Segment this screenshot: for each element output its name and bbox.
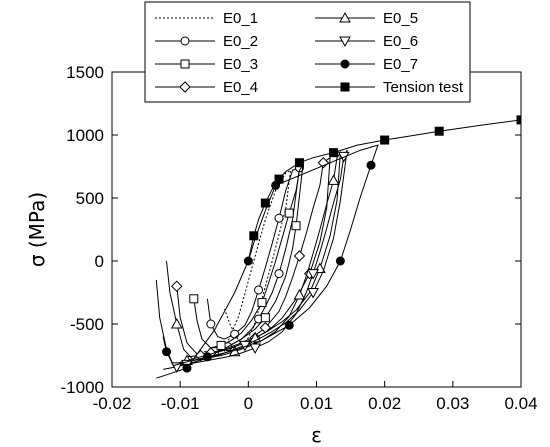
data-point [380,135,390,145]
series-e0-1 [224,169,292,352]
legend-item: E0_4 [155,79,258,96]
legend-item: E0_1 [155,10,258,27]
x-axis-label: ε [311,423,322,447]
legend-box [144,1,471,103]
data-point [189,294,199,304]
data-point [230,329,240,339]
legend-marker [339,36,351,48]
y-tick-label: 500 [76,189,104,208]
data-point [291,221,301,231]
x-tick-label: 0.02 [368,394,401,413]
data-point [216,340,226,350]
data-point [293,288,306,300]
legend-marker [339,11,351,23]
data-point [366,160,376,170]
data-point [516,115,521,125]
x-tick-label: 0.03 [436,394,469,413]
data-point [327,174,340,185]
data-point [284,320,294,330]
y-axis-label: σ (MPa) [25,192,49,267]
data-point [329,148,339,158]
y-tick-label: 1000 [66,126,104,145]
data-point [274,213,284,223]
legend-label: E0_5 [383,10,418,27]
legend-label: E0_2 [223,33,258,50]
legend-marker [340,59,350,69]
series-line [206,167,301,350]
data-point [274,174,284,184]
legend-item: E0_6 [315,33,418,50]
data-point [162,347,172,357]
x-tick-label: 0.01 [300,394,333,413]
legend-marker [180,36,190,46]
legend-item: E0_2 [155,33,258,50]
data-point [307,269,319,280]
legend: E0_1 E0_2 E0_3 E0_4 E0_5 E0_6 E0_7 Tension test [144,1,471,103]
legend-marker [340,82,350,92]
data-point [294,158,304,168]
plot-frame [111,71,522,388]
legend-label: E0_1 [223,10,258,27]
data-point [202,352,212,362]
data-point [260,198,270,208]
data-point [206,319,216,329]
data-point [260,313,270,323]
data-point [257,298,267,308]
legend-item: E0_3 [155,56,258,73]
data-point [182,363,192,373]
data-point [249,231,259,241]
data-point [307,288,319,299]
y-tick-label: 0 [95,252,104,271]
x-tick-label: -0.01 [161,394,200,413]
data-point [170,317,183,329]
legend-label: E0_7 [383,56,418,73]
data-point [171,280,183,292]
data-point [317,157,330,169]
legend-item: Tension test [315,79,464,96]
data-point [274,269,284,279]
data-point [293,250,306,262]
y-tick-label: 1500 [66,63,104,82]
series-line [247,119,521,262]
series-layer [155,115,521,379]
data-point [434,126,444,136]
legend-item: E0_7 [315,56,418,73]
data-point [335,256,345,266]
data-point [249,343,261,354]
series-line [224,169,292,352]
series-tension-test [247,115,521,262]
y-tick-label: -500 [70,315,104,334]
legend-item: E0_5 [315,10,418,27]
x-axis-ticks: -0.02 -0.01 0 0.01 0.02 0.03 0.04 [93,72,538,413]
x-tick-label: 0.04 [504,394,537,413]
legend-marker [179,81,191,93]
x-tick-label: -0.02 [93,394,132,413]
data-point [284,208,294,218]
legend-label: E0_3 [223,56,258,73]
legend-label: E0_6 [383,33,418,50]
legend-marker [180,59,190,69]
legend-label: Tension test [383,79,464,96]
x-tick-label: 0 [244,394,253,413]
y-axis-ticks: -1000 -500 0 500 1000 1500 [61,63,521,397]
series-e0-7 [156,144,379,379]
legend-label: E0_4 [223,79,258,96]
y-tick-label: -1000 [61,378,104,397]
data-point [254,285,264,295]
